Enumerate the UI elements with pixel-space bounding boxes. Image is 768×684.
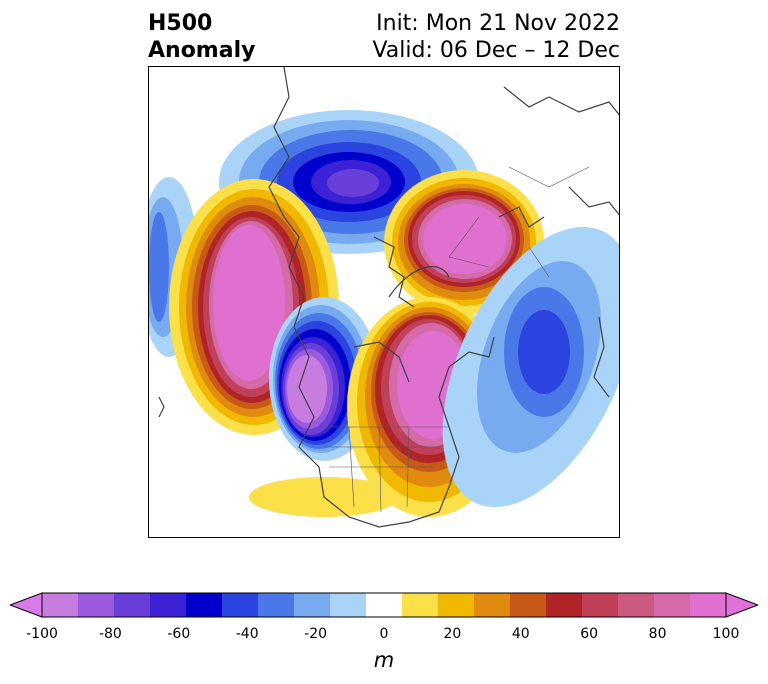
title-variable: H500: [148, 11, 213, 36]
chart-title-right: Init: Mon 21 Nov 2022 Valid: 06 Dec – 12…: [372, 10, 620, 64]
colorbar-swatch: [294, 593, 331, 617]
anomaly-map: [149, 67, 619, 528]
colorbar-tick-label: 100: [712, 626, 740, 642]
colorbar-tick-label: 0: [379, 626, 389, 642]
colorbar-tick-label: 60: [580, 626, 599, 642]
colorbar-swatch: [330, 593, 367, 617]
coastlines: [158, 67, 619, 528]
colorbar-swatch: [690, 593, 727, 617]
colorbar-tick-label: 20: [443, 626, 462, 642]
colorbar-swatch: [618, 593, 655, 617]
colorbar-swatch: [438, 593, 475, 617]
colorbar-tick-label: -40: [235, 626, 259, 642]
colorbar-swatch: [546, 593, 583, 617]
colorbar-swatch: [510, 593, 547, 617]
colorbar-extend-high: [725, 592, 758, 618]
colorbar-swatch: [366, 593, 403, 617]
title-field: Anomaly: [148, 38, 256, 63]
colorbar-tick-label: 80: [648, 626, 667, 642]
colorbar-tick-label: -20: [304, 626, 328, 642]
colorbar-swatch: [186, 593, 223, 617]
colorbar-swatch: [150, 593, 187, 617]
colorbar-segments: [42, 593, 727, 617]
colorbar-swatch: [42, 593, 79, 617]
colorbar-swatch: [114, 593, 151, 617]
colorbar-swatch: [78, 593, 115, 617]
colorbar-border: [41, 592, 727, 618]
colorbar-swatch: [402, 593, 439, 617]
colorbar-tick-label: 40: [511, 626, 530, 642]
colorbar-tick-label: -60: [167, 626, 191, 642]
colorbar-tick-label: -100: [26, 626, 58, 642]
anomaly-high-scandinavia: [384, 170, 544, 314]
anomaly-low-north-atlantic: [442, 226, 619, 508]
colorbar-extend-low: [10, 592, 43, 618]
map-panel: [148, 66, 620, 538]
political-borders: [319, 166, 590, 513]
colorbar-swatch: [654, 593, 691, 617]
init-date: Init: Mon 21 Nov 2022: [376, 11, 620, 36]
colorbar: [10, 592, 758, 618]
colorbar-swatch: [258, 593, 295, 617]
colorbar-tick-label: -80: [98, 626, 122, 642]
colorbar-swatch: [474, 593, 511, 617]
colorbar-unit: m: [373, 648, 395, 672]
valid-range: Valid: 06 Dec – 12 Dec: [372, 38, 620, 63]
colorbar-swatch: [582, 593, 619, 617]
chart-title-left: H500 Anomaly: [148, 10, 255, 64]
colorbar-swatch: [222, 593, 259, 617]
